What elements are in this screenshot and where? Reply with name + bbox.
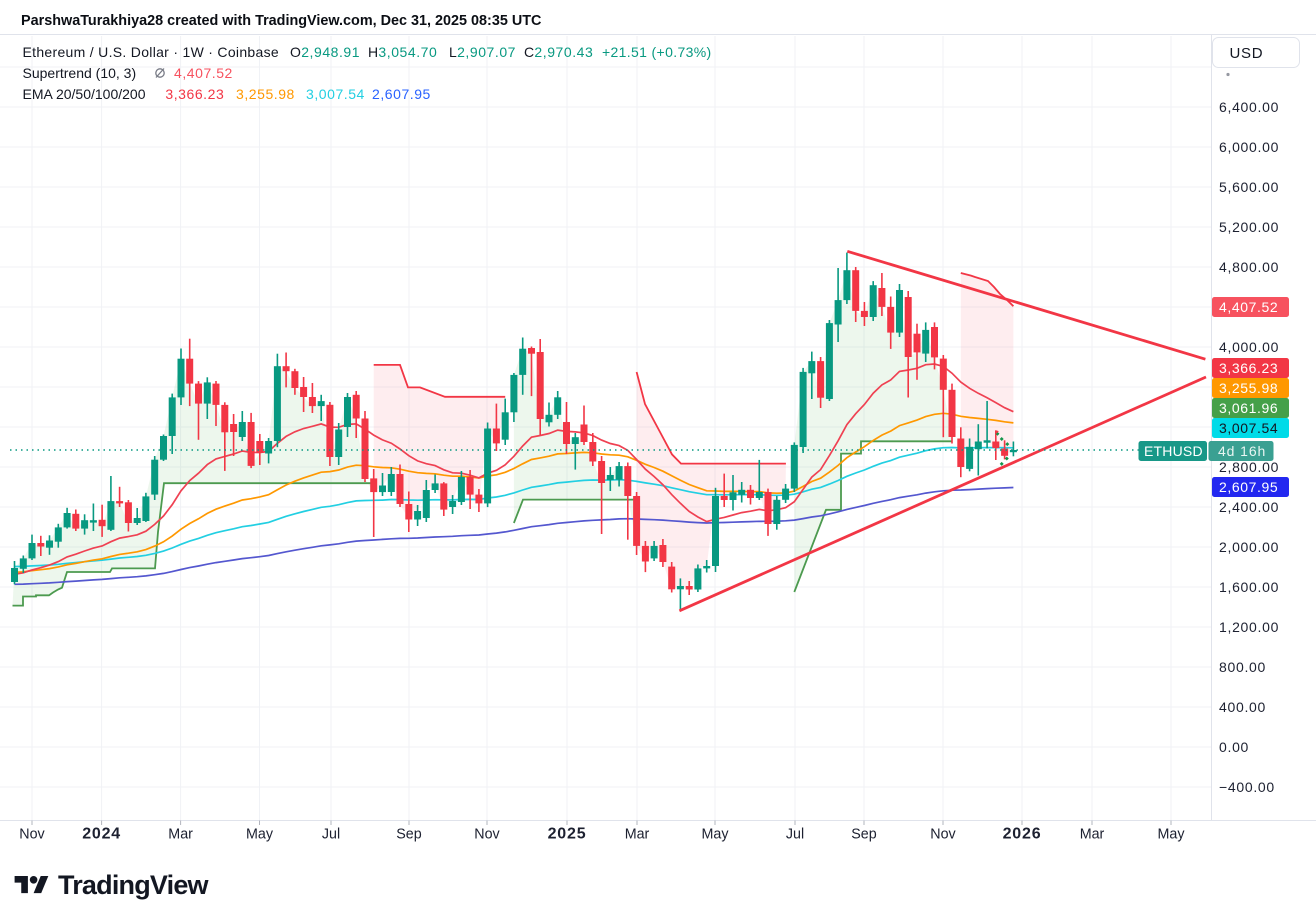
svg-text:1,600.00: 1,600.00 [1219,579,1279,595]
svg-text:TradingView: TradingView [58,870,210,900]
svg-text:4,407.52: 4,407.52 [1219,299,1278,315]
svg-text:5,600.00: 5,600.00 [1219,179,1279,195]
svg-text:3,007.54: 3,007.54 [306,86,365,102]
svg-text:3,255.98: 3,255.98 [236,86,295,102]
svg-text:Sep: Sep [851,827,876,843]
svg-text:May: May [701,827,729,843]
svg-text:2,607.95: 2,607.95 [372,86,431,102]
svg-text:3,366.23: 3,366.23 [1219,360,1278,376]
svg-text:Ethereum / U.S. Dollar · 1W ·: Ethereum / U.S. Dollar · 1W · Coinbase O2… [23,44,712,60]
svg-text:3,061.96: 3,061.96 [1219,400,1278,416]
svg-text:EMA 20/50/100/200: EMA 20/50/100/200 [23,86,146,102]
svg-text:5,200.00: 5,200.00 [1219,219,1279,235]
svg-text:Jul: Jul [322,827,340,843]
svg-text:Supertrend (10, 3): Supertrend (10, 3) [23,65,137,81]
svg-text:0.00: 0.00 [1219,739,1249,755]
svg-text:Nov: Nov [474,827,500,843]
svg-text:3,255.98: 3,255.98 [1219,380,1278,396]
svg-text:USD: USD [1230,45,1264,62]
svg-text:4d 16h: 4d 16h [1218,443,1266,459]
svg-text:2,607.95: 2,607.95 [1219,479,1278,495]
svg-text:4,407.52: 4,407.52 [174,65,233,81]
svg-text:Mar: Mar [625,827,650,843]
svg-text:−400.00: −400.00 [1219,779,1275,795]
svg-text:2024: 2024 [82,826,121,843]
svg-text:4,000.00: 4,000.00 [1219,339,1279,355]
svg-text:Mar: Mar [168,827,193,843]
svg-text:2,400.00: 2,400.00 [1219,499,1279,515]
svg-text:3,007.54: 3,007.54 [1219,420,1278,436]
svg-text:ParshwaTurakhiya28 created wit: ParshwaTurakhiya28 created with TradingV… [21,13,541,29]
svg-text:6,400.00: 6,400.00 [1219,99,1279,115]
svg-text:May: May [246,827,274,843]
svg-text:2025: 2025 [548,826,587,843]
svg-text:800.00: 800.00 [1219,659,1266,675]
svg-text:Mar: Mar [1080,827,1105,843]
svg-text:Sep: Sep [396,827,421,843]
svg-text:6,000.00: 6,000.00 [1219,139,1279,155]
svg-text:Nov: Nov [930,827,956,843]
svg-text:Nov: Nov [19,827,45,843]
svg-text:2026: 2026 [1003,826,1042,843]
svg-text:400.00: 400.00 [1219,699,1266,715]
svg-text:1,200.00: 1,200.00 [1219,619,1279,635]
svg-text:4,800.00: 4,800.00 [1219,259,1279,275]
svg-text:May: May [1157,827,1185,843]
svg-text:3,366.23: 3,366.23 [165,86,224,102]
svg-text:2,800.00: 2,800.00 [1219,459,1279,475]
svg-text:Jul: Jul [786,827,804,843]
svg-text:ETHUSD: ETHUSD [1144,443,1203,459]
svg-text:2,000.00: 2,000.00 [1219,539,1279,555]
